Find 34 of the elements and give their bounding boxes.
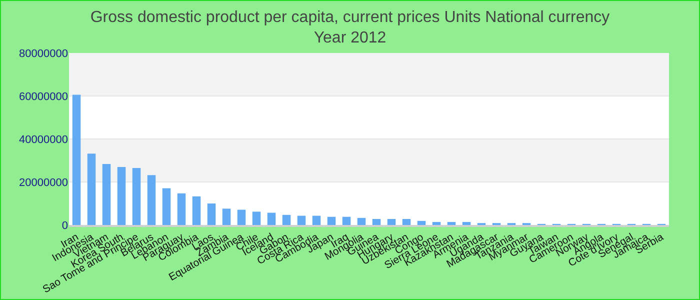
y-tick-label: 80000000 [19,48,68,60]
bar [312,216,321,225]
bar [342,216,351,225]
bar [252,212,261,225]
bar [447,222,456,225]
bar [177,193,186,225]
bar [72,94,81,225]
bar [357,218,366,225]
y-tick-label: 0 [62,220,68,232]
bar [267,212,276,225]
bar [387,218,396,225]
bar [372,218,381,225]
chart-subtitle: Year 2012 [314,30,386,47]
bar [327,216,336,225]
bar [417,220,426,225]
bar [237,210,246,225]
bar [207,204,216,225]
y-tick-label: 20000000 [19,176,68,189]
bar [222,208,231,225]
bar [117,166,126,225]
y-tick-label: 40000000 [19,134,68,146]
bar [87,154,96,225]
bar [192,196,201,225]
bar [297,216,306,225]
bar [102,164,111,225]
bar [162,188,171,225]
bar [282,214,291,225]
bar [432,222,441,225]
bar [462,222,471,225]
chart-title: Gross domestic product per capita, current prices Units National currency [90,8,610,26]
bar [132,168,141,225]
bar [402,218,411,225]
y-tick-label: 60000000 [19,90,68,103]
bar [147,175,156,225]
